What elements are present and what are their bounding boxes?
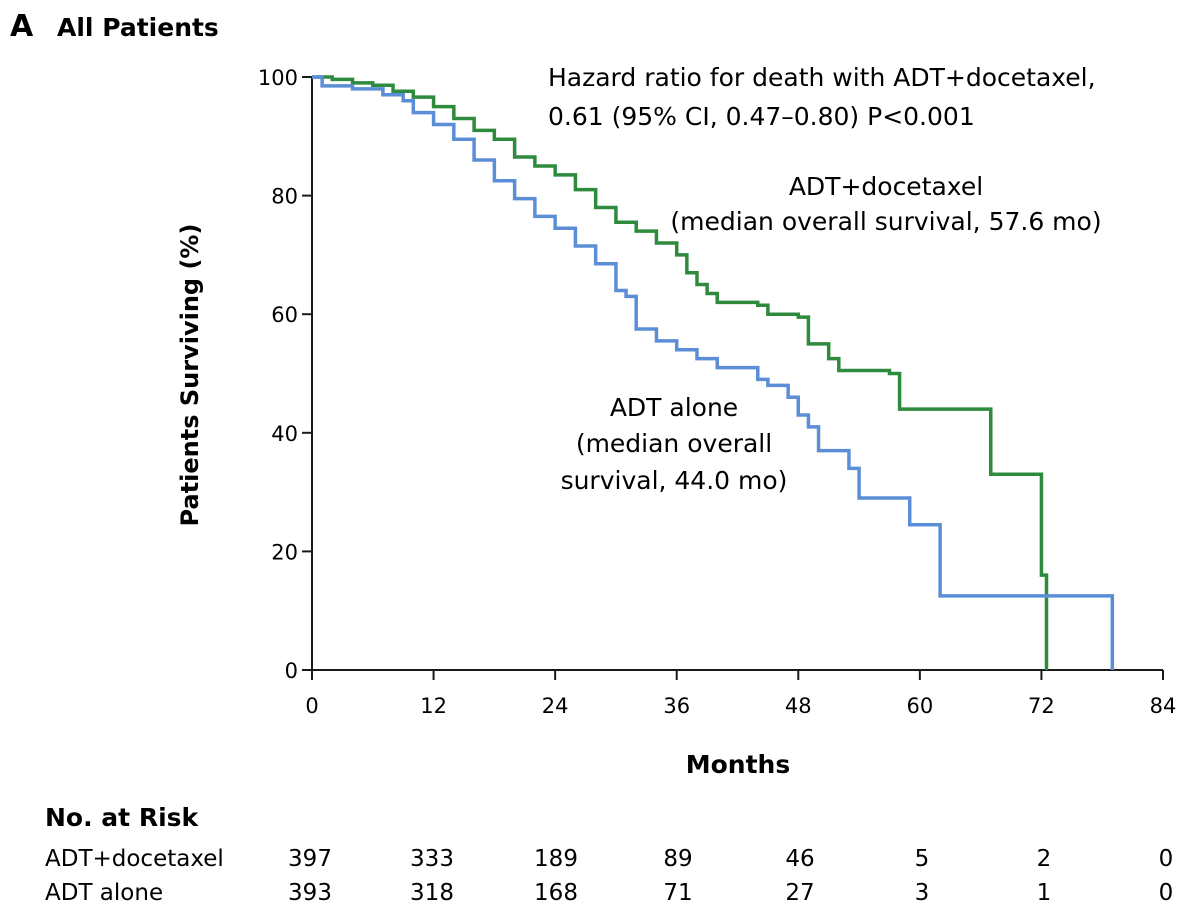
x-tick-label: 36 (663, 694, 690, 718)
risk-value: 168 (534, 880, 578, 906)
y-tick-label: 40 (271, 422, 298, 446)
panel-title: All Patients (57, 13, 219, 42)
risk-table-title: No. at Risk (45, 803, 200, 832)
y-tick-label: 0 (285, 659, 298, 683)
docetaxel-median: (median overall survival, 57.6 mo) (670, 207, 1101, 236)
risk-value: 318 (410, 880, 454, 906)
y-tick-label: 100 (258, 66, 298, 90)
risk-value: 71 (663, 880, 692, 906)
y-tick-label: 20 (271, 540, 298, 564)
alone-median-line2: survival, 44.0 mo) (561, 466, 788, 495)
x-ticks: 0 12 24 36 48 60 72 84 (305, 670, 1176, 718)
risk-value: 5 (915, 846, 930, 872)
x-tick-label: 12 (420, 694, 447, 718)
risk-value: 0 (1159, 846, 1174, 872)
risk-value: 189 (534, 846, 578, 872)
panel-letter: A (10, 9, 34, 44)
risk-value: 393 (288, 880, 332, 906)
hazard-ratio-line2: 0.61 (95% CI, 0.47–0.80) P<0.001 (548, 102, 975, 131)
risk-value: 3 (915, 880, 930, 906)
risk-value: 397 (288, 846, 332, 872)
curves (312, 75, 1115, 670)
risk-row-label-alone: ADT alone (45, 880, 163, 906)
y-ticks: 0 20 40 60 80 100 (258, 66, 312, 683)
risk-value: 1 (1037, 880, 1052, 906)
x-tick-label: 0 (305, 694, 318, 718)
risk-value: 2 (1037, 846, 1052, 872)
x-tick-label: 72 (1028, 694, 1055, 718)
risk-value: 89 (663, 846, 692, 872)
x-tick-label: 60 (906, 694, 933, 718)
axes (311, 77, 1163, 671)
x-tick-label: 48 (785, 694, 812, 718)
alone-label: ADT alone (610, 393, 738, 422)
hazard-ratio-line1: Hazard ratio for death with ADT+docetaxe… (548, 63, 1096, 92)
x-tick-label: 84 (1150, 694, 1177, 718)
y-tick-label: 80 (271, 185, 298, 209)
y-axis-label: Patients Surviving (%) (176, 224, 204, 527)
y-tick-label: 60 (271, 303, 298, 327)
curve-alone (312, 75, 1115, 670)
docetaxel-label: ADT+docetaxel (789, 172, 983, 201)
risk-table-values: 397 333 189 89 46 5 2 0 393 318 168 71 27 3 1 0 (288, 846, 1173, 906)
alone-median-line1: (median overall (576, 429, 772, 458)
risk-value: 333 (410, 846, 454, 872)
curve-docetaxel (312, 75, 1049, 670)
x-tick-label: 24 (542, 694, 569, 718)
risk-value: 27 (785, 880, 814, 906)
risk-row-label-docetaxel: ADT+docetaxel (45, 846, 224, 872)
x-axis-label: Months (686, 750, 790, 779)
risk-value: 46 (785, 846, 814, 872)
risk-value: 0 (1159, 880, 1174, 906)
